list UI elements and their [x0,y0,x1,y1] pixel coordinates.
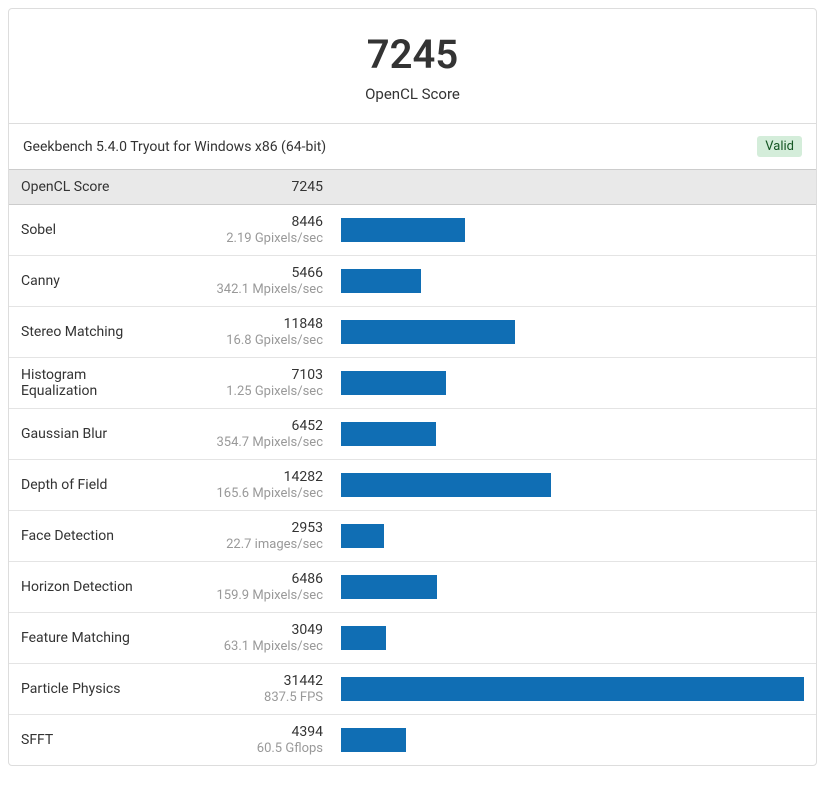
benchmark-score-col: 295322.7 images/sec [161,520,341,552]
bar-fill [341,218,465,242]
bar-track [341,626,804,650]
bar-track [341,728,804,752]
benchmark-unit: 1.25 Gpixels/sec [161,384,323,399]
benchmark-score-col: 6486159.9 Mpixels/sec [161,571,341,603]
version-row: Geekbench 5.4.0 Tryout for Windows x86 (… [9,123,816,169]
benchmark-bar-col [341,473,804,497]
benchmark-row: Feature Matching304963.1 Mpixels/sec [9,613,816,664]
bar-fill [341,677,804,701]
benchmark-bar-col [341,626,804,650]
valid-badge: Valid [757,136,802,157]
benchmark-bar-col [341,269,804,293]
bar-fill [341,422,436,446]
table-header: OpenCL Score 7245 [9,169,816,205]
bar-fill [341,575,437,599]
header-label: OpenCL Score [21,179,161,195]
bar-fill [341,371,446,395]
benchmark-unit: 16.8 Gpixels/sec [161,333,323,348]
benchmark-name: Face Detection [21,528,161,544]
benchmark-score-col: 14282165.6 Mpixels/sec [161,469,341,501]
bar-fill [341,473,551,497]
benchmark-name: Depth of Field [21,477,161,493]
benchmark-row: Sobel84462.19 Gpixels/sec [9,205,816,256]
benchmark-score: 4394 [161,724,323,740]
benchmark-name: Gaussian Blur [21,426,161,442]
benchmark-name: SFFT [21,732,161,748]
benchmark-card: 7245 OpenCL Score Geekbench 5.4.0 Tryout… [8,8,817,766]
overall-score-label: OpenCL Score [25,85,800,103]
bar-fill [341,320,515,344]
score-hero: 7245 OpenCL Score [9,9,816,123]
benchmark-score: 31442 [161,673,323,689]
header-score: 7245 [161,179,341,195]
benchmark-name: Sobel [21,222,161,238]
benchmark-score: 7103 [161,367,323,383]
benchmark-name: Particle Physics [21,681,161,697]
benchmark-bar-col [341,218,804,242]
benchmark-unit: 2.19 Gpixels/sec [161,231,323,246]
benchmark-unit: 159.9 Mpixels/sec [161,588,323,603]
benchmark-name: Histogram Equalization [21,367,161,399]
benchmark-unit: 354.7 Mpixels/sec [161,435,323,450]
benchmark-score: 6452 [161,418,323,434]
benchmark-score-col: 31442837.5 FPS [161,673,341,705]
benchmark-bar-col [341,320,804,344]
benchmark-score-col: 6452354.7 Mpixels/sec [161,418,341,450]
version-text: Geekbench 5.4.0 Tryout for Windows x86 (… [23,139,326,155]
benchmark-score: 14282 [161,469,323,485]
bar-fill [341,269,421,293]
benchmark-unit: 63.1 Mpixels/sec [161,639,323,654]
benchmark-unit: 165.6 Mpixels/sec [161,486,323,501]
bar-track [341,320,804,344]
benchmark-row: Canny5466342.1 Mpixels/sec [9,256,816,307]
benchmark-unit: 60.5 Gflops [161,741,323,756]
benchmark-score-col: 5466342.1 Mpixels/sec [161,265,341,297]
bar-track [341,677,804,701]
benchmark-bar-col [341,371,804,395]
benchmark-row: Face Detection295322.7 images/sec [9,511,816,562]
benchmark-row: Horizon Detection6486159.9 Mpixels/sec [9,562,816,613]
benchmark-score: 11848 [161,316,323,332]
benchmark-score-col: 1184816.8 Gpixels/sec [161,316,341,348]
bar-track [341,575,804,599]
benchmark-bar-col [341,575,804,599]
benchmark-score-col: 439460.5 Gflops [161,724,341,756]
benchmark-unit: 837.5 FPS [161,690,323,705]
benchmark-name: Feature Matching [21,630,161,646]
bar-track [341,269,804,293]
benchmark-unit: 22.7 images/sec [161,537,323,552]
benchmark-score: 6486 [161,571,323,587]
benchmark-score: 3049 [161,622,323,638]
overall-score: 7245 [25,33,800,77]
benchmark-bar-col [341,728,804,752]
bar-fill [341,728,406,752]
benchmark-row: Particle Physics31442837.5 FPS [9,664,816,715]
benchmark-name: Horizon Detection [21,579,161,595]
benchmark-score: 2953 [161,520,323,536]
benchmark-bar-col [341,677,804,701]
benchmark-row: Depth of Field14282165.6 Mpixels/sec [9,460,816,511]
benchmark-name: Canny [21,273,161,289]
benchmark-bar-col [341,524,804,548]
bar-track [341,218,804,242]
benchmark-unit: 342.1 Mpixels/sec [161,282,323,297]
benchmark-row: Gaussian Blur6452354.7 Mpixels/sec [9,409,816,460]
bar-track [341,473,804,497]
bar-track [341,422,804,446]
benchmark-score-col: 304963.1 Mpixels/sec [161,622,341,654]
bar-fill [341,524,384,548]
benchmark-name: Stereo Matching [21,324,161,340]
benchmark-rows: Sobel84462.19 Gpixels/secCanny5466342.1 … [9,205,816,765]
benchmark-score-col: 71031.25 Gpixels/sec [161,367,341,399]
bar-track [341,371,804,395]
benchmark-score: 5466 [161,265,323,281]
bar-track [341,524,804,548]
benchmark-bar-col [341,422,804,446]
bar-fill [341,626,386,650]
benchmark-score-col: 84462.19 Gpixels/sec [161,214,341,246]
benchmark-row: Stereo Matching1184816.8 Gpixels/sec [9,307,816,358]
benchmark-score: 8446 [161,214,323,230]
benchmark-row: SFFT439460.5 Gflops [9,715,816,765]
benchmark-row: Histogram Equalization71031.25 Gpixels/s… [9,358,816,409]
